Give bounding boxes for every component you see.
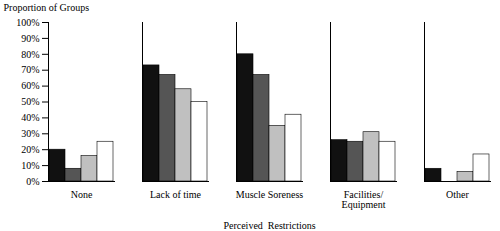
svg-text:Perceived Restrictions: Perceived Restrictions: [223, 220, 315, 231]
svg-text:20%: 20%: [21, 144, 39, 155]
svg-text:60%: 60%: [21, 80, 39, 91]
svg-text:Facilities/Equipment: Facilities/Equipment: [342, 189, 386, 210]
svg-text:70%: 70%: [21, 64, 39, 75]
svg-text:10%: 10%: [21, 160, 39, 171]
svg-text:30%: 30%: [21, 128, 39, 139]
svg-text:Proportion of Groups: Proportion of Groups: [4, 2, 90, 13]
svg-text:90%: 90%: [21, 33, 39, 44]
svg-text:Muscle Soreness: Muscle Soreness: [236, 189, 304, 200]
svg-text:0%: 0%: [26, 176, 39, 187]
svg-text:100%: 100%: [16, 17, 39, 28]
svg-text:None: None: [71, 189, 93, 200]
svg-text:40%: 40%: [21, 112, 39, 123]
svg-text:Lack of time: Lack of time: [150, 189, 202, 200]
svg-text:80%: 80%: [21, 49, 39, 60]
svg-text:Other: Other: [446, 189, 469, 200]
svg-text:50%: 50%: [21, 96, 39, 107]
